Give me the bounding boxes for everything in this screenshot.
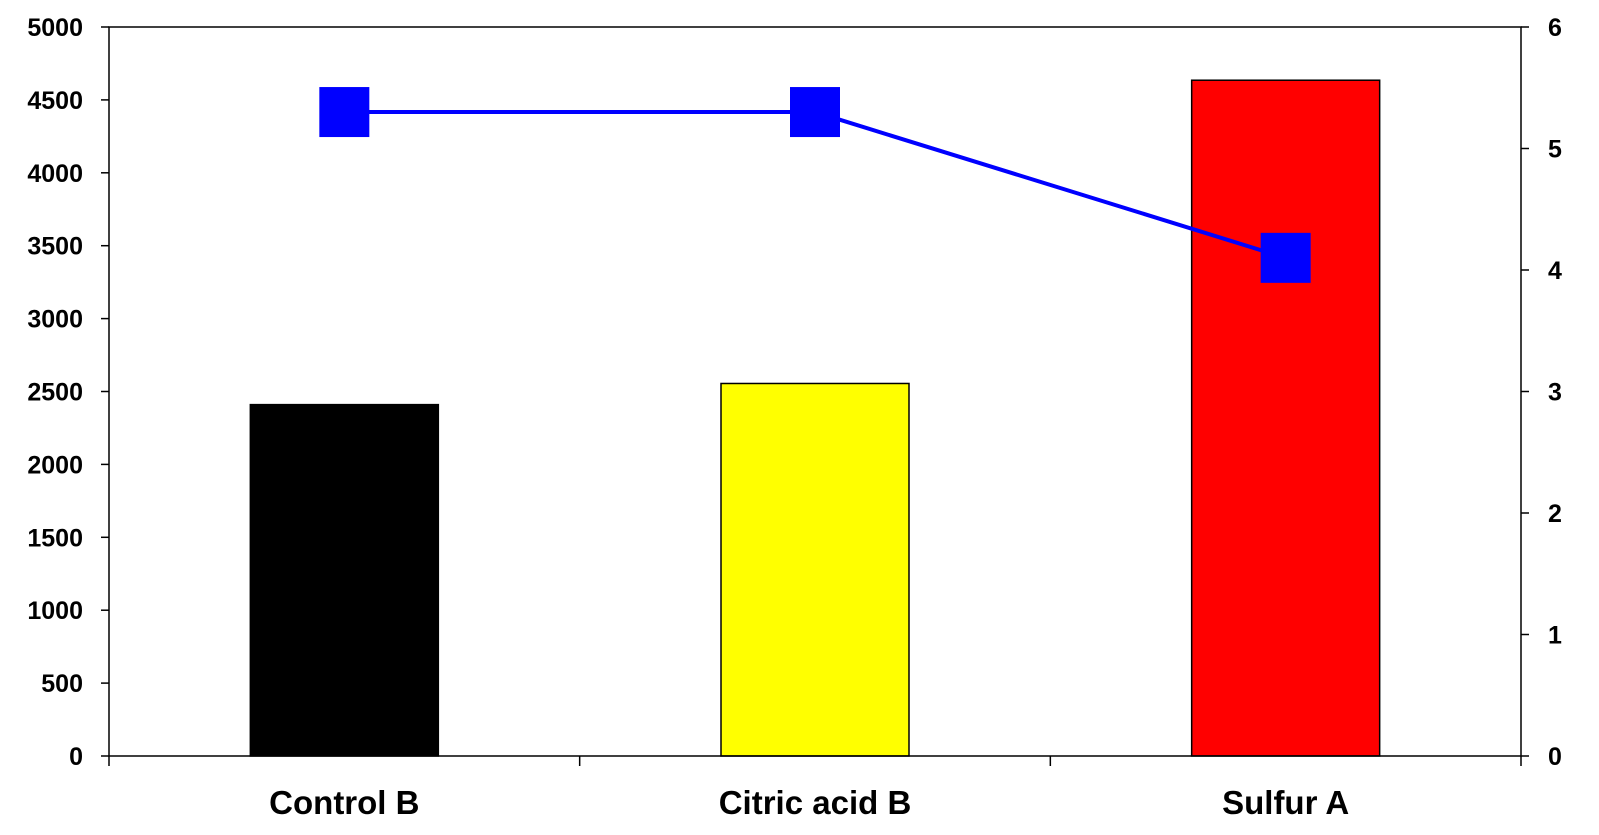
line-series-layer xyxy=(319,87,1311,283)
right-tick-label-0: 0 xyxy=(1548,743,1562,771)
left-tick-label-2: 1000 xyxy=(27,597,83,625)
category-label-0: Control B xyxy=(269,784,419,821)
bar-0 xyxy=(249,403,440,757)
left-tick-label-10: 5000 xyxy=(27,14,83,42)
left-y-axis: 0 500 1000 1500 2000 2500 3000 3500 4000 4500 5000 xyxy=(27,14,109,771)
left-tick-label-0: 0 xyxy=(69,743,83,771)
left-tick-label-6: 3000 xyxy=(27,306,83,334)
right-tick-label-4: 4 xyxy=(1548,257,1562,285)
bar-2 xyxy=(1190,79,1381,757)
category-label-1: Citric acid B xyxy=(719,784,912,821)
left-tick-label-9: 4500 xyxy=(27,87,83,115)
right-y-axis: 0 1 2 3 4 5 6 xyxy=(1521,14,1562,771)
right-tick-label-6: 6 xyxy=(1548,14,1562,42)
line-marker-0 xyxy=(319,87,370,138)
line-marker-1 xyxy=(790,87,840,138)
right-tick-label-5: 5 xyxy=(1548,136,1562,164)
right-tick-label-1: 1 xyxy=(1548,622,1562,650)
x-axis: Control B Citric acid B Sulfur A xyxy=(108,756,1522,821)
left-tick-label-4: 2000 xyxy=(27,451,83,479)
left-tick-label-8: 4000 xyxy=(27,160,83,188)
bar-1 xyxy=(720,382,910,757)
bars-layer xyxy=(249,79,1381,757)
left-tick-label-1: 500 xyxy=(41,670,83,698)
category-label-2: Sulfur A xyxy=(1222,784,1349,821)
right-tick-label-2: 2 xyxy=(1548,500,1562,528)
line-marker-2 xyxy=(1260,232,1311,283)
left-tick-label-5: 2500 xyxy=(27,379,83,407)
left-tick-label-3: 1500 xyxy=(27,524,83,552)
left-tick-label-7: 3500 xyxy=(27,233,83,261)
right-tick-label-3: 3 xyxy=(1548,379,1562,407)
